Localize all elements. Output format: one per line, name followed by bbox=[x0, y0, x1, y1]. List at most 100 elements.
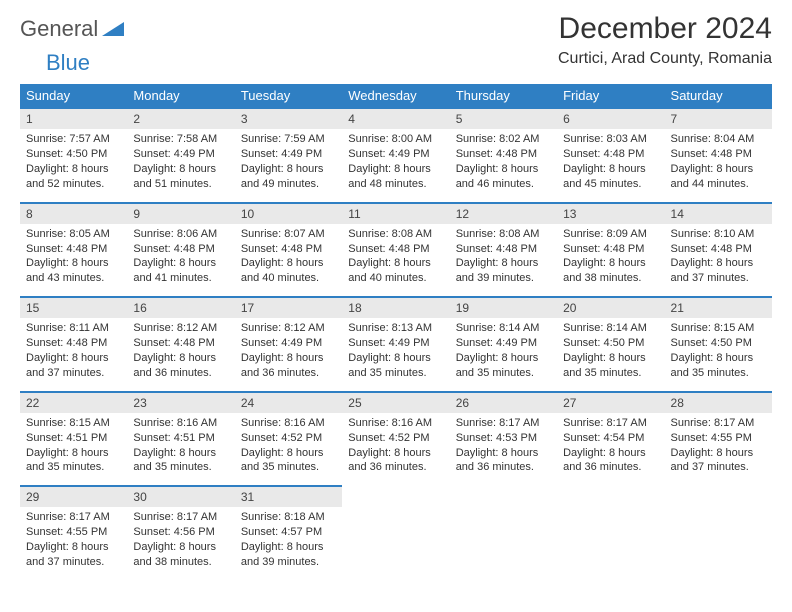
daylight-text: Daylight: 8 hours bbox=[671, 256, 766, 271]
sunset-text: Sunset: 4:48 PM bbox=[26, 336, 121, 351]
sunset-text: Sunset: 4:48 PM bbox=[348, 242, 443, 257]
daylight-text: Daylight: 8 hours bbox=[671, 162, 766, 177]
dayhead-thu: Thursday bbox=[450, 84, 557, 108]
day-cell bbox=[665, 486, 772, 580]
daylight-text: Daylight: 8 hours bbox=[133, 162, 228, 177]
sunset-text: Sunset: 4:51 PM bbox=[133, 431, 228, 446]
day-cell: 2Sunrise: 7:58 AMSunset: 4:49 PMDaylight… bbox=[127, 108, 234, 203]
day-number: 6 bbox=[557, 109, 664, 129]
sunset-text: Sunset: 4:52 PM bbox=[348, 431, 443, 446]
dayhead-wed: Wednesday bbox=[342, 84, 449, 108]
sunrise-text: Sunrise: 8:10 AM bbox=[671, 227, 766, 242]
sunset-text: Sunset: 4:48 PM bbox=[456, 147, 551, 162]
daylight-text: Daylight: 8 hours bbox=[563, 162, 658, 177]
day-number: 8 bbox=[20, 204, 127, 224]
week-row: 8 Sunrise: 8:05 AM Sunset: 4:48 PM Daylight… bbox=[20, 203, 772, 298]
daylight-text: and 35 minutes. bbox=[26, 460, 121, 475]
sunset-text: Sunset: 4:48 PM bbox=[133, 336, 228, 351]
day-cell: 24Sunrise: 8:16 AMSunset: 4:52 PMDayligh… bbox=[235, 392, 342, 487]
sunrise-text: Sunrise: 8:18 AM bbox=[241, 510, 336, 525]
sunset-text: Sunset: 4:48 PM bbox=[563, 242, 658, 257]
daylight-text: and 39 minutes. bbox=[241, 555, 336, 570]
week-row: 1 Sunrise: 7:57 AMSunset: 4:50 PM Daylight… bbox=[20, 108, 772, 203]
day-number: 13 bbox=[557, 204, 664, 224]
day-number: 10 bbox=[235, 204, 342, 224]
day-cell: 15 Sunrise: 8:11 AMSunset: 4:48 PMDayligh… bbox=[20, 297, 127, 392]
day-cell: 21Sunrise: 8:15 AMSunset: 4:50 PMDayligh… bbox=[665, 297, 772, 392]
sunrise-text: Sunrise: 8:13 AM bbox=[348, 321, 443, 336]
daylight-text: Daylight: 8 hours bbox=[241, 256, 336, 271]
daylight-text: and 36 minutes. bbox=[241, 366, 336, 381]
day-number: 16 bbox=[127, 298, 234, 318]
sunset-text: Sunset: 4:56 PM bbox=[133, 525, 228, 540]
day-cell bbox=[342, 486, 449, 580]
sunrise-text: Sunrise: 8:06 AM bbox=[133, 227, 228, 242]
daylight-text: and 41 minutes. bbox=[133, 271, 228, 286]
day-number: 9 bbox=[127, 204, 234, 224]
title-block: December 2024 Curtici, Arad County, Roma… bbox=[558, 12, 772, 68]
day-cell: 9Sunrise: 8:06 AMSunset: 4:48 PMDaylight… bbox=[127, 203, 234, 298]
day-cell bbox=[557, 486, 664, 580]
sunset-text: Sunset: 4:48 PM bbox=[563, 147, 658, 162]
daylight-text: and 37 minutes. bbox=[671, 460, 766, 475]
day-cell: 23Sunrise: 8:16 AMSunset: 4:51 PMDayligh… bbox=[127, 392, 234, 487]
daylight-text: Daylight: 8 hours bbox=[133, 446, 228, 461]
sunrise-text: Sunrise: 8:08 AM bbox=[348, 227, 443, 242]
sunset-text: Sunset: 4:49 PM bbox=[133, 147, 228, 162]
sunrise-text: Sunrise: 8:02 AM bbox=[456, 132, 551, 147]
day-cell: 12Sunrise: 8:08 AMSunset: 4:48 PMDayligh… bbox=[450, 203, 557, 298]
sunrise-text: Sunrise: 8:17 AM bbox=[456, 416, 551, 431]
day-cell: 6 Sunrise: 8:03 AMSunset: 4:48 PMDaylight… bbox=[557, 108, 664, 203]
calendar-table: Sunday Monday Tuesday Wednesday Thursday… bbox=[20, 84, 772, 580]
sunrise-text: Sunrise: 8:03 AM bbox=[563, 132, 658, 147]
sunrise-text: Sunrise: 8:12 AM bbox=[133, 321, 228, 336]
daylight-text: and 52 minutes. bbox=[26, 177, 121, 192]
sunset-text: Sunset: 4:49 PM bbox=[348, 147, 443, 162]
daylight-text: and 38 minutes. bbox=[563, 271, 658, 286]
day-number: 22 bbox=[20, 393, 127, 413]
day-cell: 4Sunrise: 8:00 AMSunset: 4:49 PMDaylight… bbox=[342, 108, 449, 203]
daylight-text: Daylight: 8 hours bbox=[348, 351, 443, 366]
day-number: 28 bbox=[665, 393, 772, 413]
daylight-text: and 36 minutes. bbox=[133, 366, 228, 381]
daylight-text: and 44 minutes. bbox=[671, 177, 766, 192]
daylight-text: Daylight: 8 hours bbox=[671, 351, 766, 366]
daylight-text: and 35 minutes. bbox=[241, 460, 336, 475]
day-cell: 25Sunrise: 8:16 AMSunset: 4:52 PMDayligh… bbox=[342, 392, 449, 487]
day-number: 5 bbox=[450, 109, 557, 129]
dayhead-tue: Tuesday bbox=[235, 84, 342, 108]
daylight-text: and 49 minutes. bbox=[241, 177, 336, 192]
daylight-text: Daylight: 8 hours bbox=[456, 351, 551, 366]
week-row: 22Sunrise: 8:15 AMSunset: 4:51 PMDayligh… bbox=[20, 392, 772, 487]
dayhead-sun: Sunday bbox=[20, 84, 127, 108]
sunrise-text: Sunrise: 8:17 AM bbox=[133, 510, 228, 525]
sunset-text: Sunset: 4:55 PM bbox=[26, 525, 121, 540]
daylight-text: Daylight: 8 hours bbox=[26, 351, 121, 366]
day-number: 1 bbox=[20, 109, 127, 129]
daylight-text: and 38 minutes. bbox=[133, 555, 228, 570]
daylight-text: and 37 minutes. bbox=[26, 366, 121, 381]
day-number: 18 bbox=[342, 298, 449, 318]
day-number: 15 bbox=[20, 298, 127, 318]
sunrise-text: Sunrise: 8:04 AM bbox=[671, 132, 766, 147]
sunrise-text: Sunrise: 8:16 AM bbox=[241, 416, 336, 431]
day-cell: 11Sunrise: 8:08 AMSunset: 4:48 PMDayligh… bbox=[342, 203, 449, 298]
daylight-text: Daylight: 8 hours bbox=[26, 540, 121, 555]
day-cell: 16Sunrise: 8:12 AMSunset: 4:48 PMDayligh… bbox=[127, 297, 234, 392]
day-cell: 29Sunrise: 8:17 AMSunset: 4:55 PMDayligh… bbox=[20, 486, 127, 580]
logo-text-blue: Blue bbox=[46, 50, 90, 75]
sunrise-text: Sunrise: 7:57 AM bbox=[26, 132, 121, 147]
day-cell: 31Sunrise: 8:18 AMSunset: 4:57 PMDayligh… bbox=[235, 486, 342, 580]
daylight-text: and 35 minutes. bbox=[563, 366, 658, 381]
sunset-text: Sunset: 4:49 PM bbox=[241, 336, 336, 351]
sunrise-text: Sunrise: 8:11 AM bbox=[26, 321, 121, 336]
daylight-text: and 36 minutes. bbox=[348, 460, 443, 475]
daylight-text: Daylight: 8 hours bbox=[456, 162, 551, 177]
day-number: 12 bbox=[450, 204, 557, 224]
sunrise-text: Sunrise: 8:05 AM bbox=[26, 227, 121, 242]
daylight-text: Daylight: 8 hours bbox=[456, 256, 551, 271]
daylight-text: Daylight: 8 hours bbox=[348, 162, 443, 177]
daylight-text: Daylight: 8 hours bbox=[348, 446, 443, 461]
day-cell: 18Sunrise: 8:13 AMSunset: 4:49 PMDayligh… bbox=[342, 297, 449, 392]
sunset-text: Sunset: 4:50 PM bbox=[26, 147, 121, 162]
